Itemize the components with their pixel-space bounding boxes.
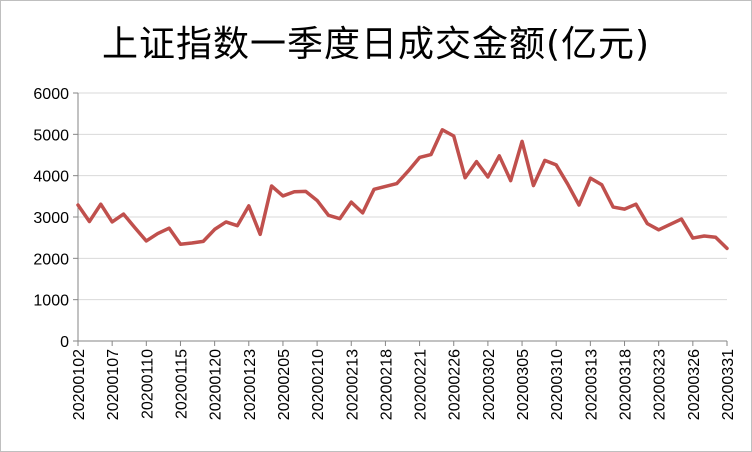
x-tick-label: 20200205 <box>276 349 293 420</box>
y-tick-label: 2000 <box>33 251 69 268</box>
gridlines <box>78 92 727 301</box>
chart-title: 上证指数一季度日成交金额(亿元) <box>101 24 651 65</box>
x-tick-label: 20200218 <box>378 349 395 420</box>
x-tick-label: 20200318 <box>618 349 635 420</box>
x-tick-label: 20200331 <box>720 349 737 420</box>
y-tick-label: 4000 <box>33 169 69 186</box>
x-tick-label: 20200302 <box>481 349 498 420</box>
x-tick-label: 20200310 <box>549 349 566 420</box>
x-tick-label: 20200110 <box>139 349 156 419</box>
y-tick-label: 1000 <box>33 293 69 310</box>
x-tick-label: 20200326 <box>686 349 703 420</box>
x-tick-label: 20200120 <box>208 349 225 420</box>
axes <box>73 92 728 346</box>
x-tick-labels: 20200102 20200107 20200110 20200115 20200120… <box>71 349 737 420</box>
x-tick-label: 20200221 <box>413 349 430 420</box>
x-tick-label: 20200210 <box>310 349 327 420</box>
x-tick-label: 20200102 <box>71 349 88 420</box>
series-line <box>76 128 729 251</box>
y-tick-label: 6000 <box>33 86 69 103</box>
x-tick-label: 20200323 <box>652 349 669 420</box>
y-tick-label: 5000 <box>33 127 69 144</box>
x-tick-label: 20200305 <box>515 349 532 420</box>
y-tick-labels: 0 1000 2000 3000 4000 5000 6000 <box>33 86 69 351</box>
x-tick-label: 20200313 <box>583 349 600 420</box>
x-tick-label: 20200123 <box>242 349 259 420</box>
y-tick-label: 0 <box>60 334 69 351</box>
x-tick-label: 20200226 <box>447 349 464 420</box>
x-tick-label: 20200213 <box>344 349 361 420</box>
y-tick-label: 3000 <box>33 210 69 227</box>
x-tick-label: 20200107 <box>105 349 122 420</box>
x-tick-label: 20200115 <box>173 349 190 419</box>
series <box>76 128 729 251</box>
